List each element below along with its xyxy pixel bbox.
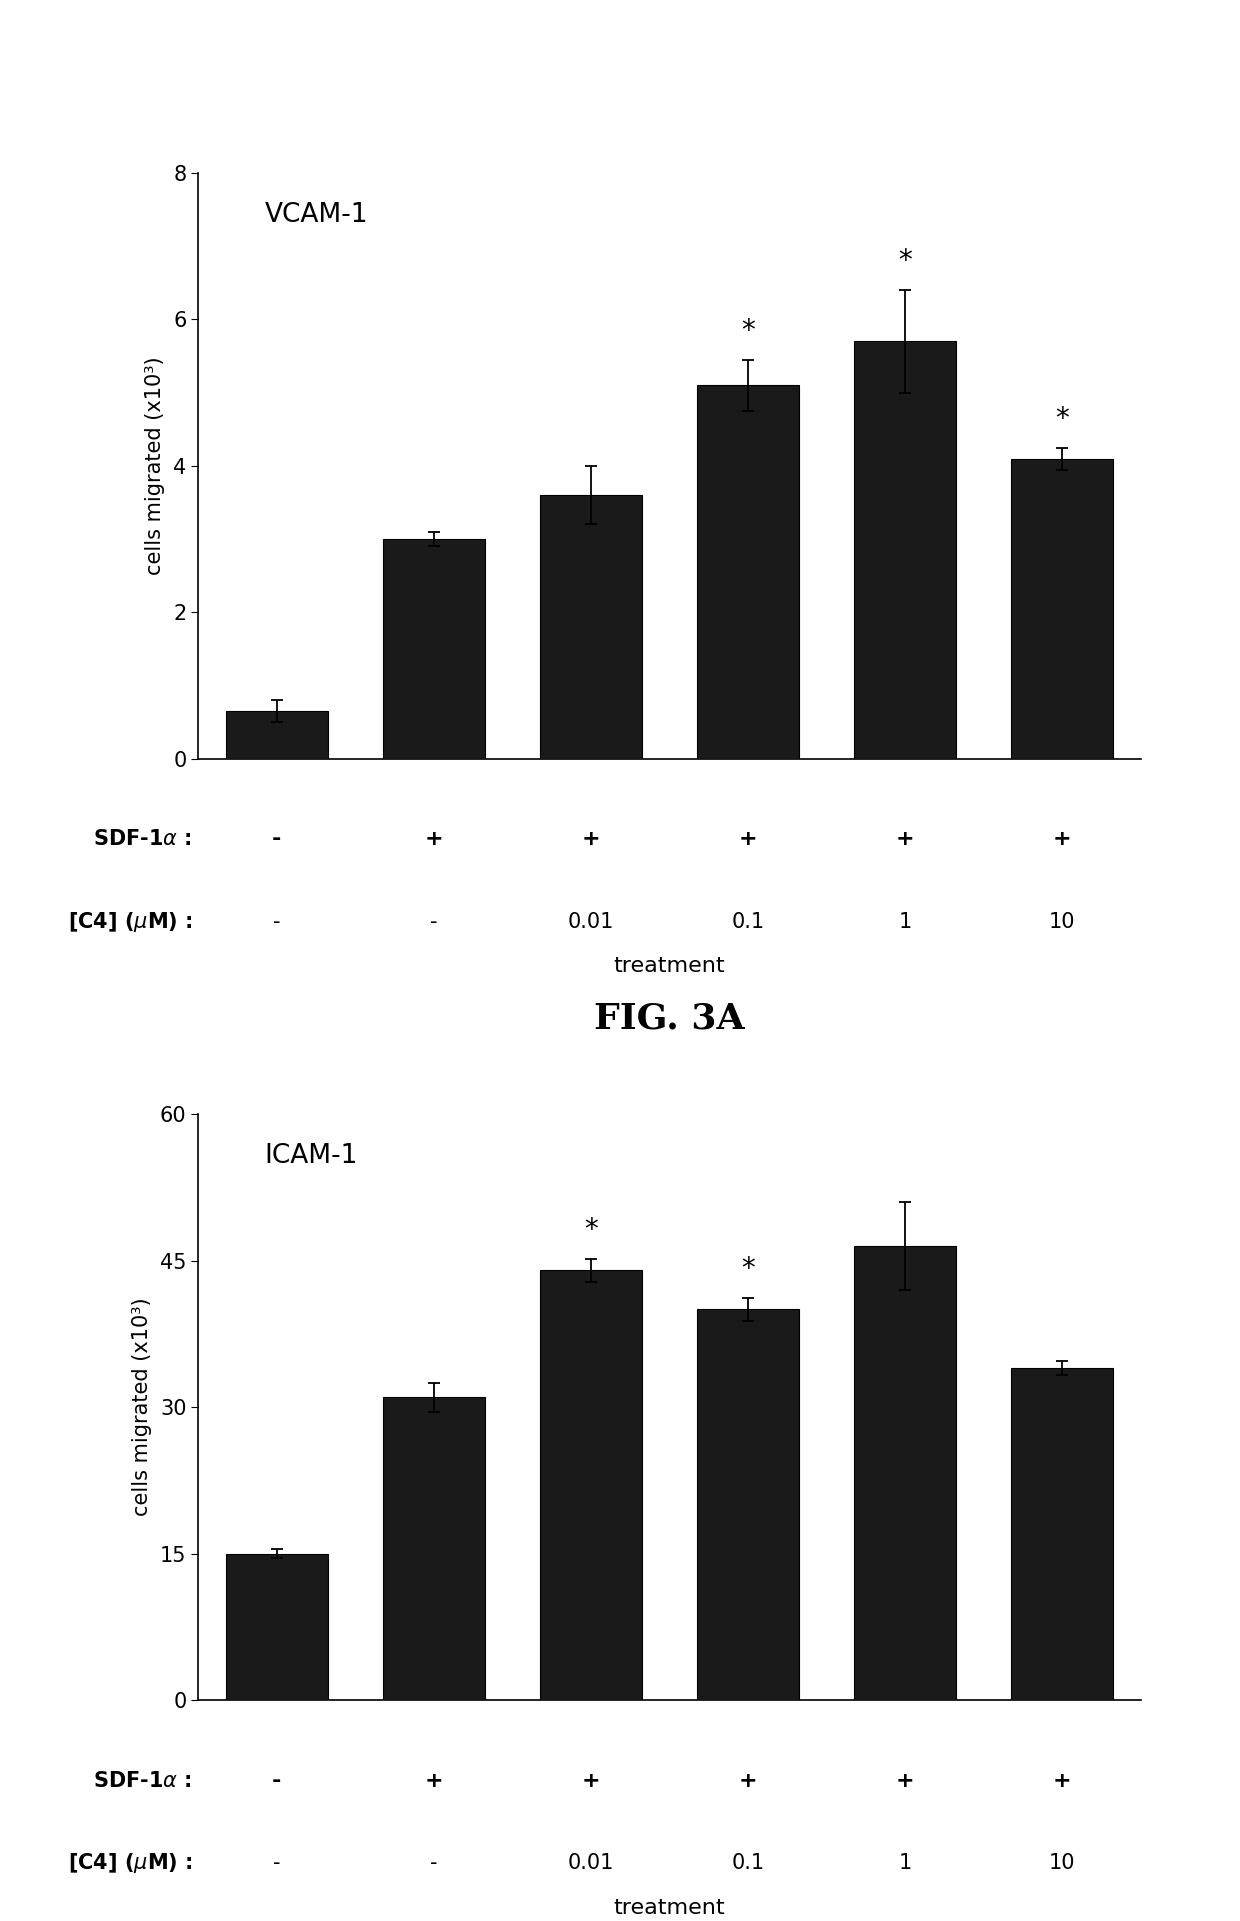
Text: -: - xyxy=(273,1854,280,1873)
Bar xyxy=(226,711,327,759)
Text: +: + xyxy=(739,1771,758,1790)
Text: 10: 10 xyxy=(1049,1854,1075,1873)
Text: -: - xyxy=(430,1854,438,1873)
Text: -: - xyxy=(273,912,280,932)
Text: -: - xyxy=(273,830,281,849)
Text: treatment: treatment xyxy=(614,1898,725,1917)
Bar xyxy=(383,540,485,759)
Text: SDF-1$\alpha$ :: SDF-1$\alpha$ : xyxy=(93,830,192,849)
Bar xyxy=(697,386,799,759)
Text: 1: 1 xyxy=(899,1854,911,1873)
Text: -: - xyxy=(430,912,438,932)
Text: +: + xyxy=(739,830,758,849)
Text: ICAM-1: ICAM-1 xyxy=(264,1143,358,1170)
Text: 0.01: 0.01 xyxy=(568,912,614,932)
Text: *: * xyxy=(742,317,755,346)
Text: +: + xyxy=(1053,830,1071,849)
Text: 10: 10 xyxy=(1049,912,1075,932)
Bar xyxy=(226,1554,327,1700)
Text: +: + xyxy=(582,830,600,849)
Text: [C4] ($\mu$M) :: [C4] ($\mu$M) : xyxy=(68,1852,192,1875)
Bar xyxy=(383,1397,485,1700)
Bar xyxy=(854,342,956,759)
Text: 0.1: 0.1 xyxy=(732,912,765,932)
Text: *: * xyxy=(742,1254,755,1283)
Text: +: + xyxy=(424,1771,444,1790)
Bar xyxy=(697,1310,799,1700)
Y-axis label: cells migrated (x10³): cells migrated (x10³) xyxy=(145,357,165,574)
Text: *: * xyxy=(898,248,913,275)
Text: -: - xyxy=(273,1771,281,1790)
Bar xyxy=(1012,1368,1114,1700)
Text: *: * xyxy=(584,1216,598,1245)
Text: *: * xyxy=(1055,405,1069,432)
Y-axis label: cells migrated (x10³): cells migrated (x10³) xyxy=(131,1299,151,1516)
Text: +: + xyxy=(1053,1771,1071,1790)
Text: +: + xyxy=(895,830,915,849)
Text: treatment: treatment xyxy=(614,957,725,976)
Bar xyxy=(1012,459,1114,759)
Text: SDF-1$\alpha$ :: SDF-1$\alpha$ : xyxy=(93,1771,192,1790)
Text: FIG. 3A: FIG. 3A xyxy=(594,1001,745,1035)
Text: [C4] ($\mu$M) :: [C4] ($\mu$M) : xyxy=(68,911,192,934)
Text: 0.01: 0.01 xyxy=(568,1854,614,1873)
Bar xyxy=(854,1247,956,1700)
Text: +: + xyxy=(895,1771,915,1790)
Bar xyxy=(541,1270,642,1700)
Text: VCAM-1: VCAM-1 xyxy=(264,202,368,229)
Text: 0.1: 0.1 xyxy=(732,1854,765,1873)
Text: +: + xyxy=(424,830,444,849)
Text: +: + xyxy=(582,1771,600,1790)
Text: 1: 1 xyxy=(899,912,911,932)
Bar xyxy=(541,496,642,759)
